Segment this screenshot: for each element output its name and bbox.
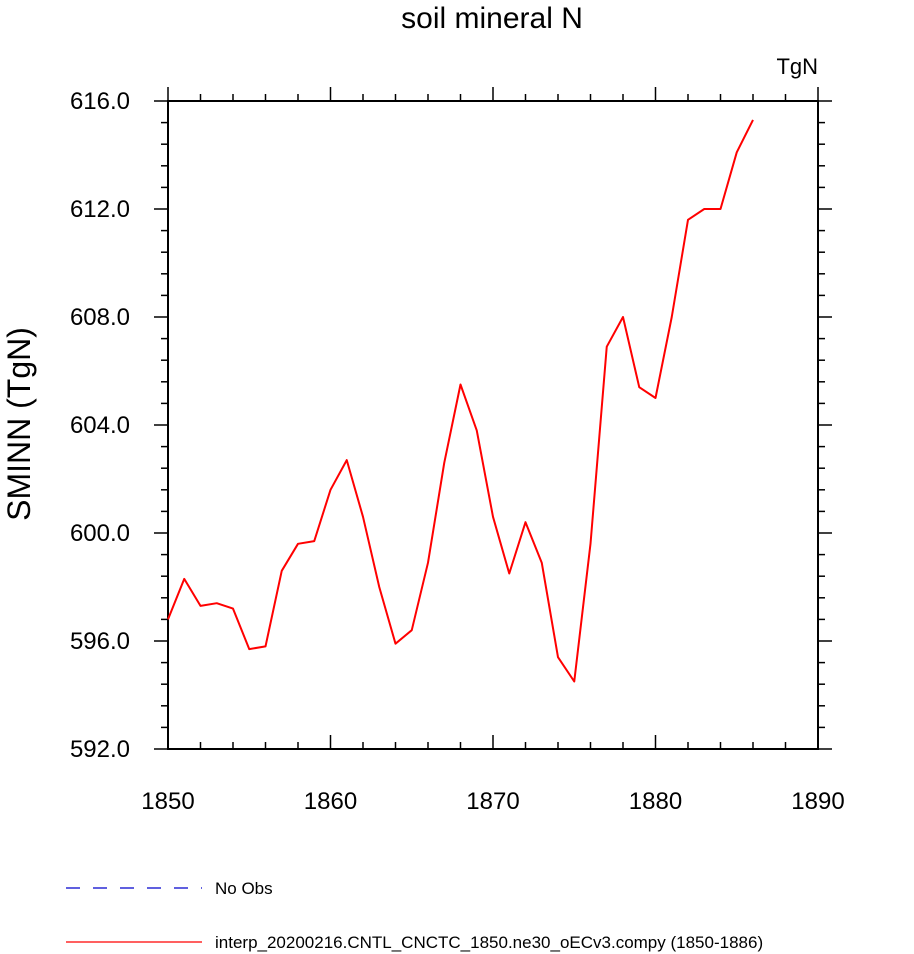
- x-tick-label: 1880: [629, 788, 682, 815]
- units-label: TgN: [776, 54, 818, 79]
- x-tick-label: 1860: [304, 788, 357, 815]
- legend: No Obs interp_20200216.CNTL_CNCTC_1850.ne…: [66, 879, 763, 952]
- plot-frame: [167, 100, 819, 750]
- y-tick-label: 596.0: [70, 628, 130, 655]
- x-tick-label: 1870: [466, 788, 519, 815]
- y-axis-label: SMINN (TgN): [1, 327, 37, 521]
- tick-labels: 1850 1860 1870 1880 1890 592.0 596.0 600.0 604.0…: [70, 88, 845, 815]
- x-tick-label: 1890: [791, 788, 844, 815]
- y-tick-label: 612.0: [70, 196, 130, 223]
- y-tick-label: 608.0: [70, 304, 130, 331]
- axis-ticks: [154, 87, 832, 750]
- y-tick-label: 600.0: [70, 520, 130, 547]
- chart-title: soil mineral N: [401, 2, 583, 35]
- y-tick-label: 604.0: [70, 412, 130, 439]
- x-tick-label: 1850: [141, 788, 194, 815]
- legend-entry-label: No Obs: [215, 879, 273, 898]
- series-lines: [167, 119, 754, 683]
- plot-border: [167, 100, 819, 750]
- series-line: [167, 119, 754, 683]
- legend-entry-label: interp_20200216.CNTL_CNCTC_1850.ne30_oEC…: [215, 933, 763, 952]
- y-tick-label: 592.0: [70, 736, 130, 763]
- y-tick-label: 616.0: [70, 88, 130, 115]
